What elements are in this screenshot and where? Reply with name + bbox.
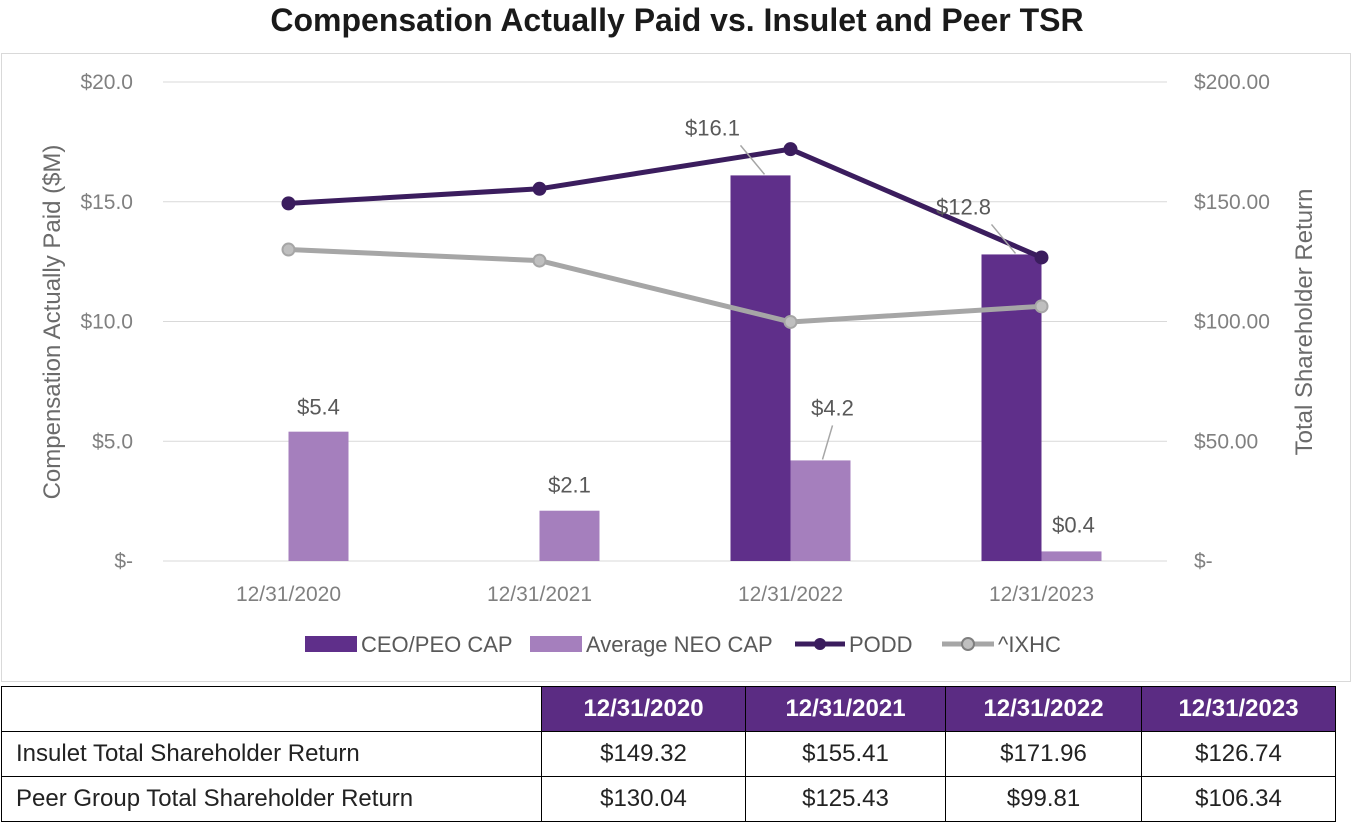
legend-label-podd: PODD	[849, 632, 913, 657]
point-podd	[281, 196, 296, 211]
y-left-axis-title: Compensation Actually Paid ($M)	[39, 145, 66, 500]
point-ixhc	[281, 242, 296, 257]
bar-average-neo-cap	[1041, 551, 1102, 561]
cell-peer-2020: $130.04	[541, 776, 746, 822]
table-header-2021: 12/31/2021	[745, 686, 946, 732]
legend-label-average-neo-cap: Average NEO CAP	[586, 632, 773, 657]
legend-marker-podd	[814, 638, 826, 650]
chart-title: Compensation Actually Paid vs. Insulet a…	[270, 2, 1084, 38]
y-left-tick-label: $5.0	[92, 430, 133, 453]
line-podd	[288, 146, 1043, 260]
cell-insulet-2020: $149.32	[541, 731, 746, 777]
cell-insulet-2021: $155.41	[745, 731, 946, 777]
y-right-tick-label: $150.00	[1194, 191, 1270, 214]
data-label-ceo: $12.8	[936, 194, 991, 219]
row-label-peer: Peer Group Total Shareholder Return	[1, 776, 542, 822]
table-corner-cell	[1, 686, 542, 732]
y-left-tick-label: $15.0	[80, 191, 133, 214]
tsr-table: 12/31/2020 12/31/2021 12/31/2022 12/31/2…	[1, 686, 1336, 822]
legend-swatch-average-neo-cap	[530, 636, 582, 652]
line-ixhc	[288, 247, 1042, 325]
point-podd	[1034, 250, 1049, 265]
point-ixhc	[532, 253, 547, 268]
legend-label-ceo-peo-cap: CEO/PEO CAP	[361, 632, 513, 657]
x-tick-label: 12/31/2022	[738, 583, 843, 606]
bar-average-neo-cap	[790, 460, 851, 561]
x-tick-label: 12/31/2021	[487, 583, 592, 606]
table-header-2023: 12/31/2023	[1141, 686, 1336, 732]
legend-label-ixhc: ^IXHC	[998, 632, 1061, 657]
chart-frame	[1, 53, 1351, 682]
cell-insulet-2022: $171.96	[945, 731, 1142, 777]
bar-ceo-peo-cap	[730, 175, 791, 561]
table-row: Peer Group Total Shareholder Return $130…	[1, 776, 1336, 822]
y-right-axis-title: Total Shareholder Return	[1291, 189, 1318, 456]
data-label-neo: $4.2	[811, 395, 854, 420]
y-right-tick-label: $-	[1194, 550, 1213, 573]
y-left-tick-label: $-	[114, 550, 133, 573]
legend-marker-ixhc	[961, 637, 975, 651]
data-label-ceo: $16.1	[685, 115, 740, 140]
bar-average-neo-cap	[539, 510, 600, 561]
point-ixhc	[1034, 299, 1049, 314]
data-label-leader	[990, 223, 1017, 254]
x-tick-label: 12/31/2023	[989, 583, 1094, 606]
data-label-neo: $0.4	[1052, 512, 1095, 537]
bar-average-neo-cap	[288, 431, 349, 561]
point-ixhc	[783, 314, 798, 329]
data-label-leader	[739, 144, 766, 175]
combo-chart: $- $5.0 $10.0 $15.0 $20.0 $- $50.00 $100.00 $150…	[39, 71, 1318, 657]
y-left-tick-label: $10.0	[80, 311, 133, 334]
y-right-tick-label: $50.00	[1194, 430, 1258, 453]
point-podd	[532, 181, 547, 196]
data-label-neo: $2.1	[548, 473, 591, 498]
cell-insulet-2023: $126.74	[1141, 731, 1336, 777]
row-label-insulet: Insulet Total Shareholder Return	[1, 731, 542, 777]
cell-peer-2021: $125.43	[745, 776, 946, 822]
data-label-leader	[821, 425, 834, 460]
table-header-row: 12/31/2020 12/31/2021 12/31/2022 12/31/2…	[1, 686, 1336, 732]
table-header-2020: 12/31/2020	[541, 686, 746, 732]
cell-peer-2023: $106.34	[1141, 776, 1336, 822]
point-podd	[783, 142, 798, 157]
y-right-tick-label: $100.00	[1194, 311, 1270, 334]
y-left-tick-label: $20.0	[80, 71, 133, 94]
data-label-neo: $5.4	[297, 395, 340, 420]
bar-ceo-peo-cap	[981, 254, 1042, 561]
x-tick-label: 12/31/2020	[236, 583, 341, 606]
cell-peer-2022: $99.81	[945, 776, 1142, 822]
y-right-tick-label: $200.00	[1194, 71, 1270, 94]
table-row: Insulet Total Shareholder Return $149.32…	[1, 731, 1336, 777]
table-header-2022: 12/31/2022	[945, 686, 1142, 732]
legend-swatch-ceo-peo-cap	[305, 636, 357, 652]
